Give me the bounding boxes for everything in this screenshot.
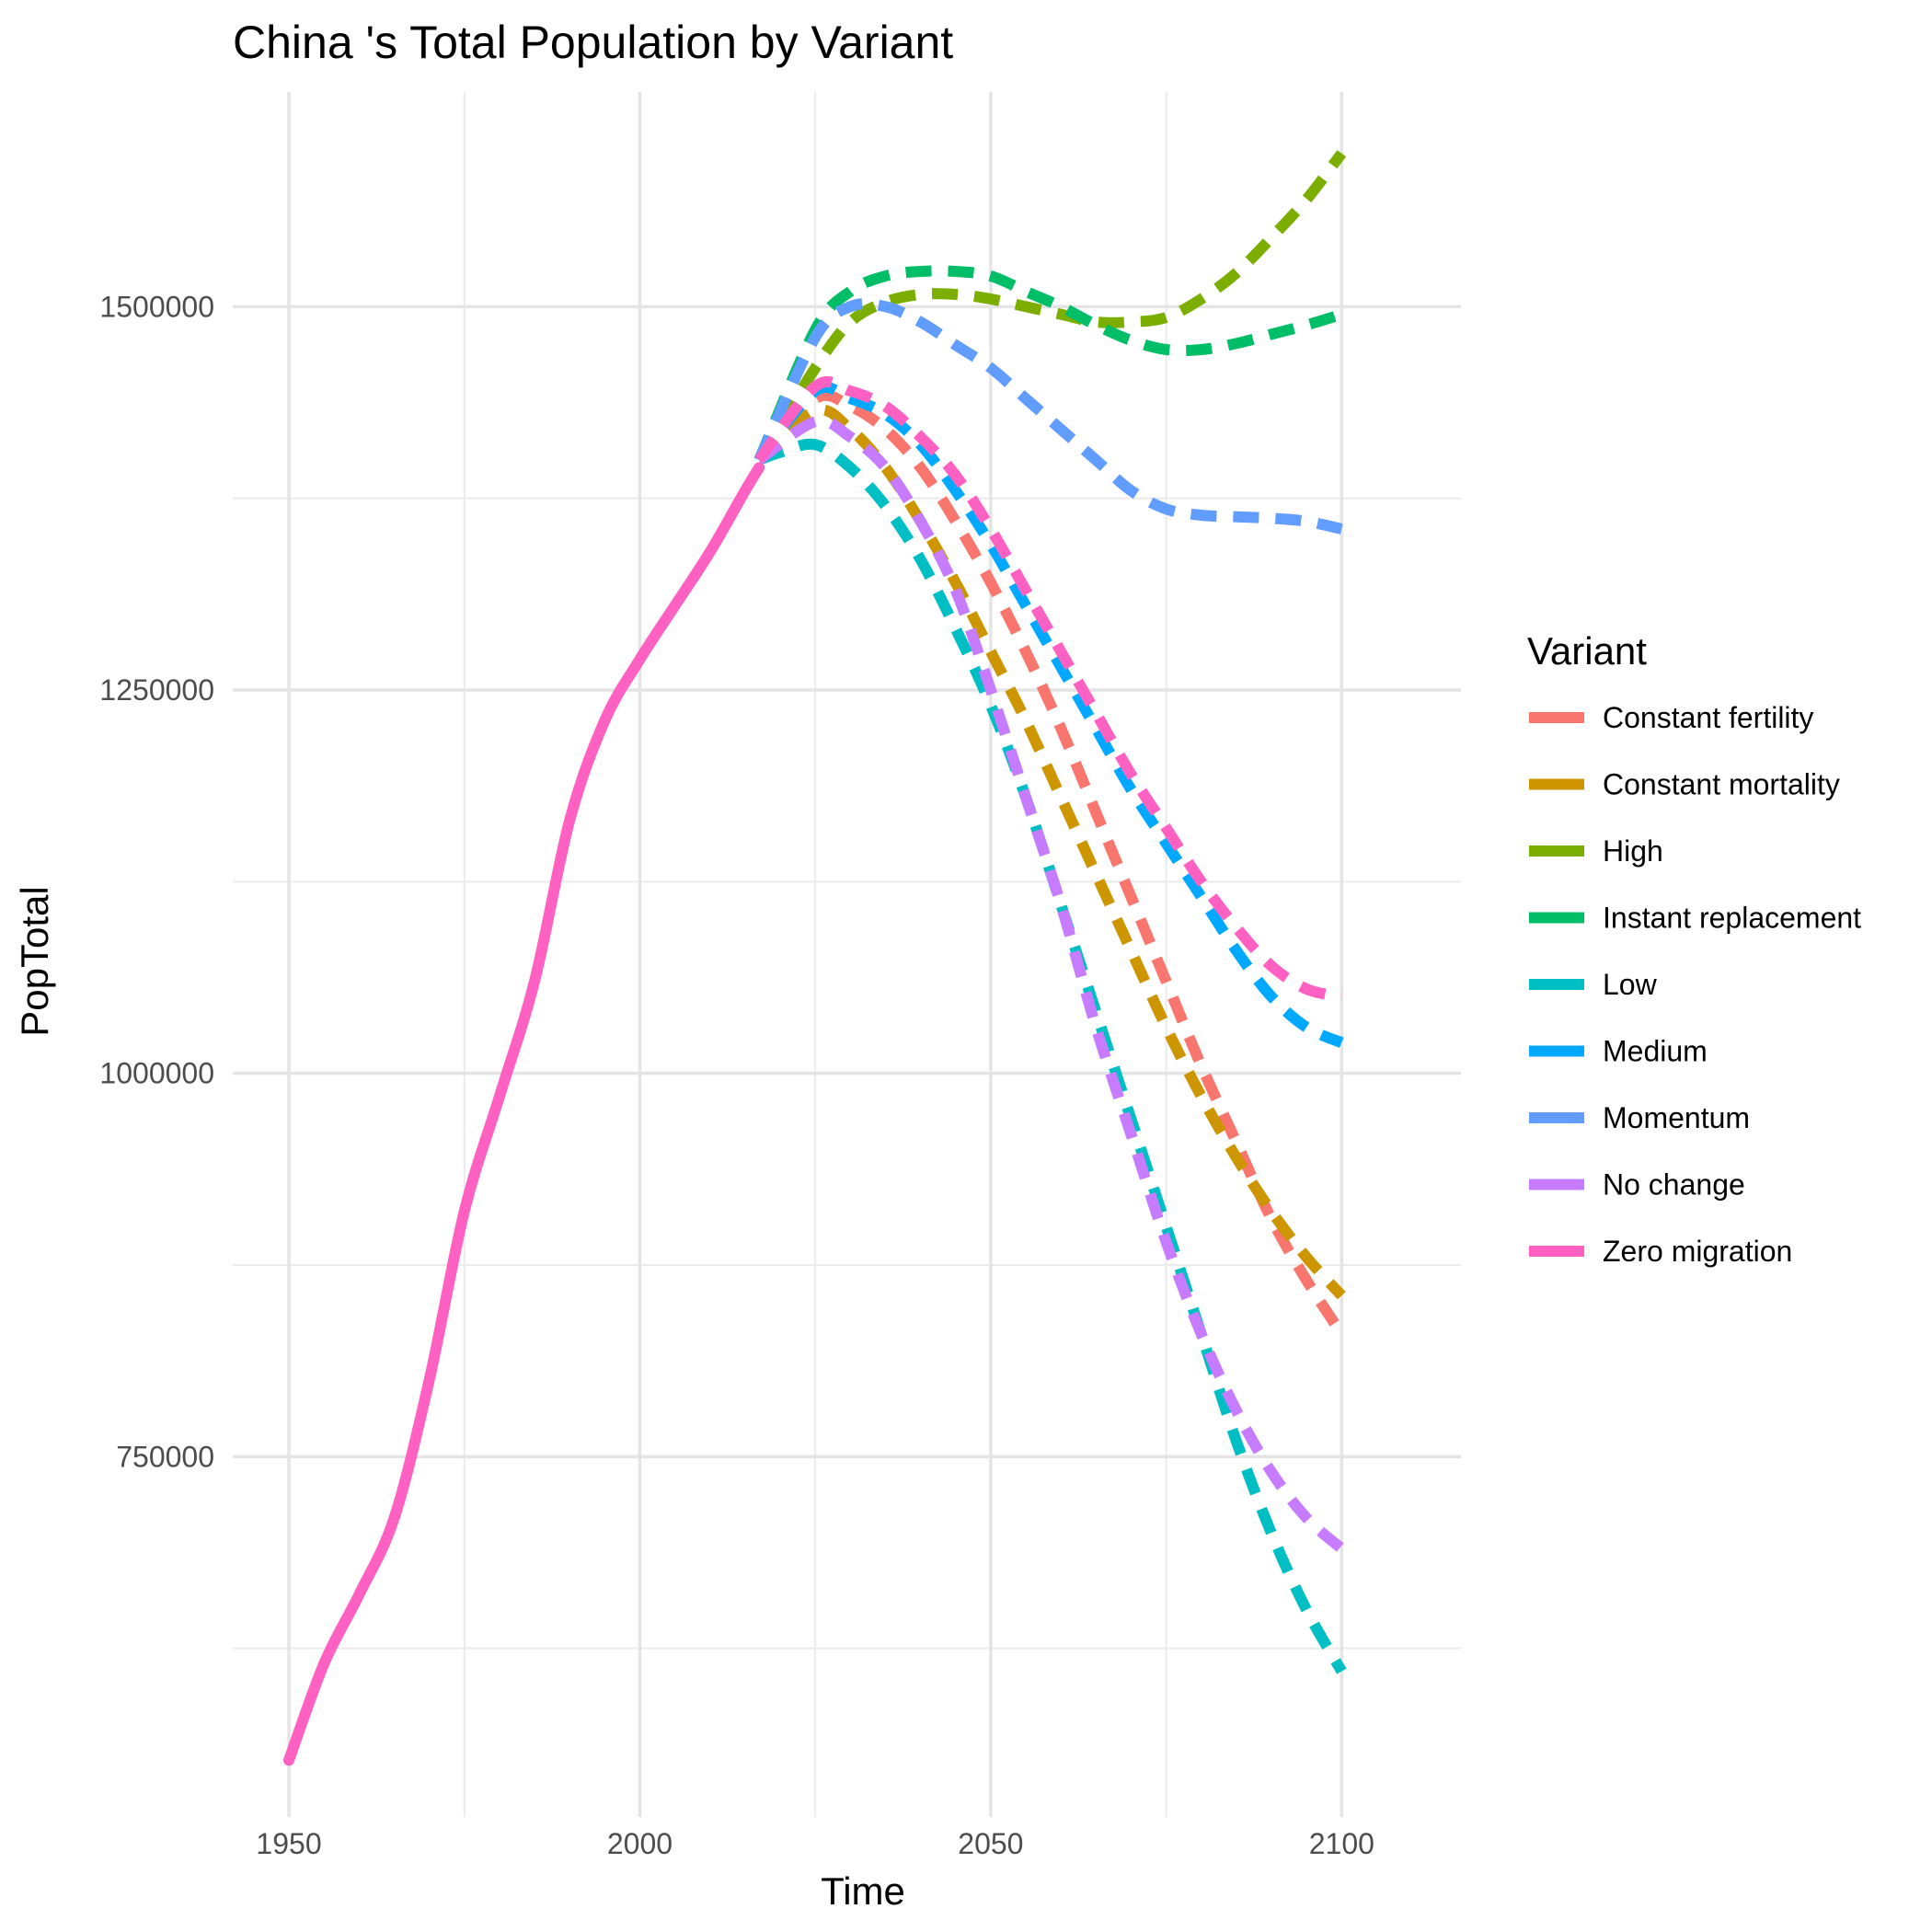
legend-label: High (1603, 834, 1663, 868)
y-axis-title: PopTotal (13, 886, 56, 1036)
historical-line (283, 462, 765, 1766)
legend-label: Constant fertility (1603, 701, 1813, 734)
y-tick-label: 1250000 (99, 673, 214, 707)
legend-label: Medium (1603, 1035, 1708, 1068)
x-tick-label: 2050 (958, 1827, 1023, 1860)
chart-title: China 's Total Population by Variant (233, 17, 953, 68)
x-tick-label: 1950 (256, 1827, 321, 1860)
legend: Variant Constant fertility Constant morta… (1527, 629, 1861, 1268)
series-line-constant-mortality (755, 404, 1346, 1300)
legend-label: Instant replacement (1603, 902, 1861, 935)
x-axis-title: Time (821, 1869, 905, 1913)
series-lines (283, 150, 1347, 1766)
legend-label: Zero migration (1603, 1235, 1792, 1268)
y-tick-label: 750000 (116, 1440, 214, 1473)
legend-label: Low (1603, 968, 1658, 1001)
x-tick-labels: 1950 2000 2050 2100 (256, 1827, 1374, 1860)
series-line-high (753, 150, 1347, 464)
y-tick-label: 1500000 (99, 290, 214, 323)
x-tick-label: 2000 (607, 1827, 673, 1860)
series-line-no-change (755, 415, 1346, 1553)
legend-label: No change (1603, 1168, 1745, 1202)
series-line-medium (754, 382, 1344, 1048)
legend-label: Momentum (1603, 1101, 1750, 1134)
y-tick-labels: 750000 1000000 1250000 1500000 (99, 290, 214, 1473)
series-line-zero-migration (754, 376, 1343, 1003)
grid (233, 92, 1461, 1817)
y-tick-label: 1000000 (99, 1057, 214, 1090)
series-line-momentum (753, 298, 1343, 535)
legend-label: Constant mortality (1603, 768, 1840, 801)
series-line-instant-replacement (753, 265, 1344, 463)
x-tick-label: 2100 (1309, 1827, 1374, 1860)
legend-title: Variant (1527, 629, 1647, 673)
